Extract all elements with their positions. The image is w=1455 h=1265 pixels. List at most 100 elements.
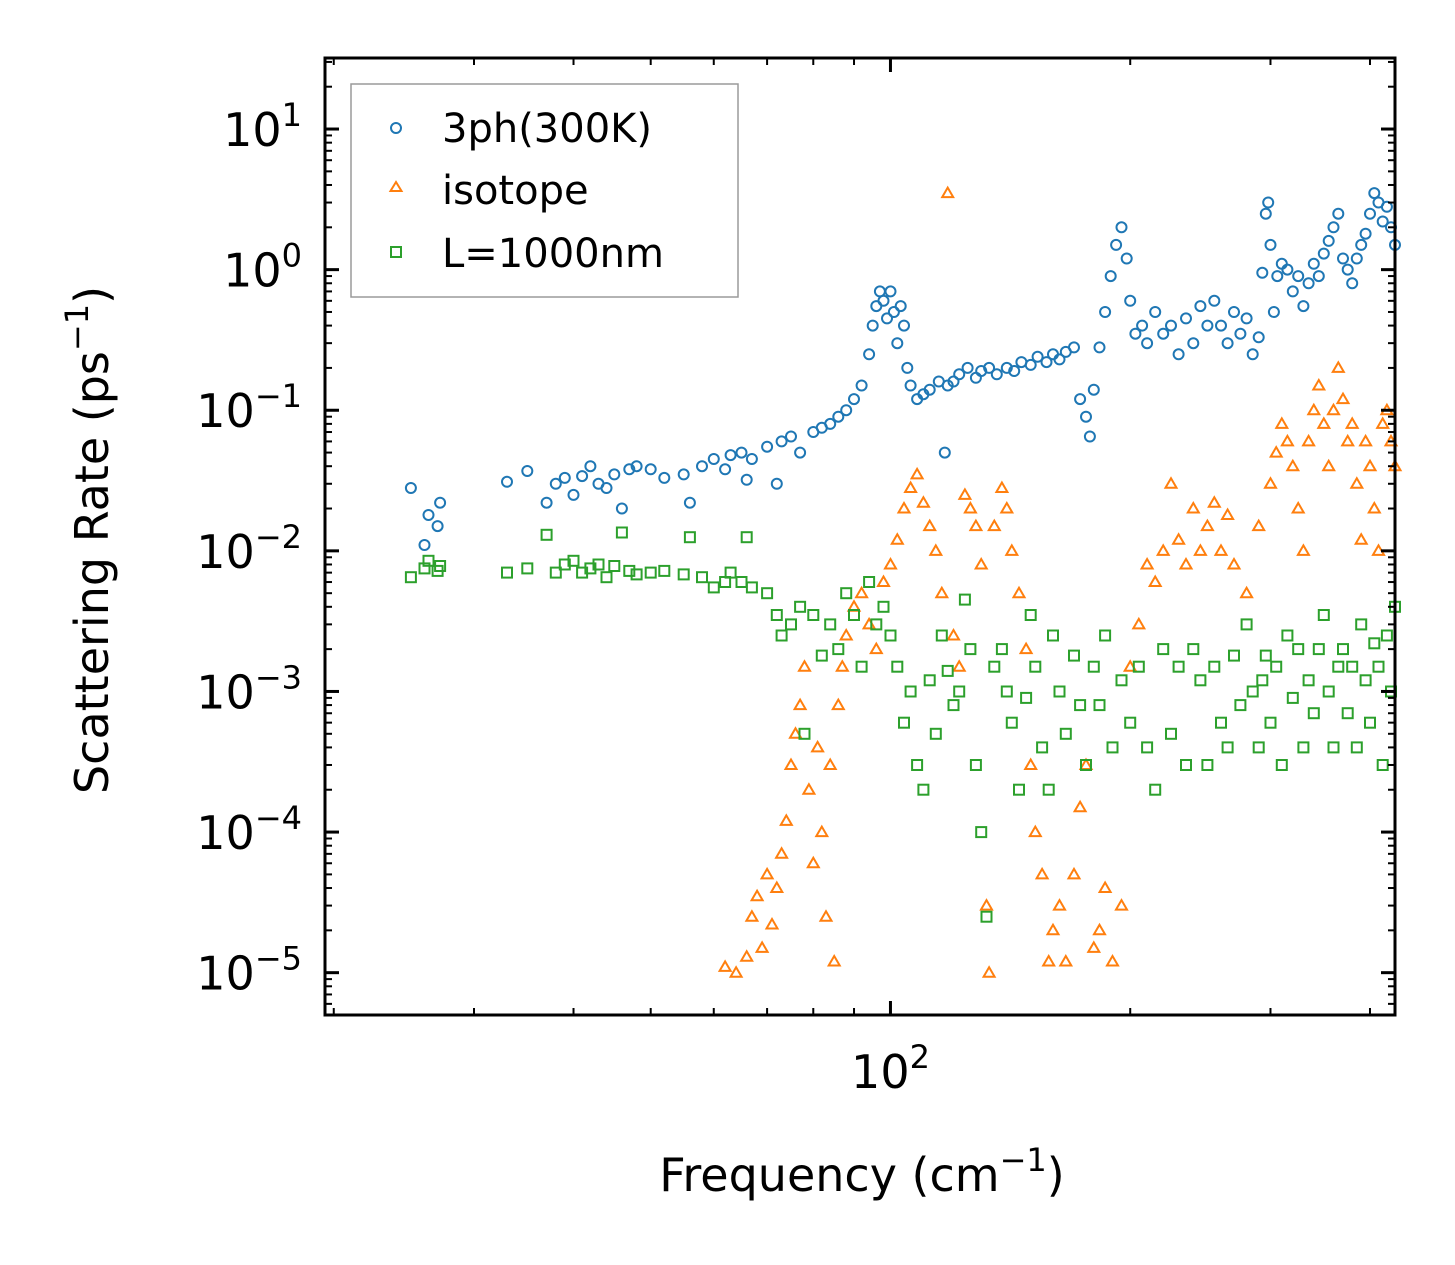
data-point [1327, 741, 1340, 754]
data-point [911, 759, 924, 771]
data-point [1376, 215, 1389, 228]
data-point [1099, 629, 1112, 642]
data-point [745, 581, 758, 594]
tick-labels-layer: 101 100 10−1 10−2 10−3 10−4 10−5 102 [196, 96, 930, 1099]
data-point [1072, 799, 1088, 813]
x-axis-label: Frequency (cm−1) [659, 1141, 1064, 1202]
data-point [1355, 618, 1368, 631]
data-point [592, 558, 605, 571]
data-point [815, 649, 828, 662]
data-point [1074, 393, 1087, 406]
series-layer [404, 185, 1403, 978]
data-point [831, 697, 846, 711]
data-point [1178, 557, 1194, 570]
data-point [1036, 741, 1049, 754]
data-point [1120, 252, 1133, 265]
data-point [696, 460, 708, 473]
data-point [1187, 337, 1200, 350]
data-point [953, 368, 966, 381]
data-point [975, 826, 988, 839]
data-point [1034, 866, 1050, 880]
data-point [434, 560, 447, 572]
data-point [1228, 649, 1240, 662]
data-point [1023, 757, 1038, 770]
data-point [1147, 574, 1163, 587]
data-point [1307, 257, 1320, 270]
data-point [983, 361, 996, 374]
data-point [1302, 277, 1315, 290]
data-point [1285, 458, 1301, 472]
data-point [1201, 759, 1214, 771]
data-point [1275, 759, 1288, 771]
data-point [724, 449, 737, 462]
data-point [1380, 200, 1393, 213]
data-point [608, 468, 621, 481]
data-point [1234, 699, 1247, 712]
data-point [1228, 306, 1240, 318]
data-point [884, 629, 897, 642]
data-point [1136, 319, 1149, 332]
data-point [1267, 306, 1280, 318]
data-point [826, 954, 842, 967]
data-point [957, 487, 973, 500]
data-point [769, 880, 785, 893]
series-0 [404, 187, 1401, 551]
data-point [761, 587, 774, 600]
data-point [1041, 954, 1056, 967]
data-point [1316, 416, 1332, 429]
data-point [928, 543, 944, 556]
data-point [761, 440, 774, 453]
data-point [1172, 660, 1185, 673]
data-point [1337, 252, 1349, 265]
data-point [1213, 543, 1229, 556]
data-point [422, 554, 435, 567]
data-point [947, 375, 960, 388]
legend-label-l1000nm: L=1000nm [442, 231, 664, 277]
data-point [1068, 649, 1080, 662]
data-point [644, 566, 657, 579]
data-point [774, 846, 789, 859]
data-point [1093, 341, 1106, 354]
data-point [683, 531, 696, 544]
data-point [1097, 880, 1113, 893]
data-point [1362, 458, 1378, 472]
data-point [521, 562, 534, 575]
y-tick-label: 101 [223, 96, 302, 157]
data-point [1221, 741, 1234, 754]
data-point [1326, 402, 1341, 416]
data-point [904, 379, 917, 392]
data-point [431, 520, 444, 533]
data-point [1331, 360, 1346, 373]
data-point [824, 417, 837, 430]
data-point [1240, 312, 1253, 325]
data-point [941, 664, 954, 677]
data-point [1317, 609, 1330, 621]
data-point [600, 571, 613, 584]
data-point [1292, 270, 1305, 283]
data-point [1024, 358, 1037, 371]
data-point [1364, 207, 1376, 220]
data-point [1297, 741, 1310, 754]
data-point [1337, 643, 1349, 656]
data-point [630, 460, 643, 473]
data-point [658, 564, 671, 577]
data-point [883, 557, 898, 570]
data-point [422, 509, 435, 521]
data-point [1024, 609, 1037, 621]
data-point [1350, 252, 1363, 265]
data-point [951, 659, 967, 672]
data-point [1322, 685, 1335, 698]
data-point [840, 404, 853, 417]
data-point [785, 618, 797, 631]
data-point [1355, 238, 1368, 251]
data-point [822, 757, 838, 770]
data-point [1058, 954, 1074, 967]
data-point [1292, 643, 1305, 656]
data-point [677, 468, 690, 481]
data-point [1208, 660, 1221, 673]
data-point [929, 727, 942, 740]
data-point [848, 609, 860, 621]
data-point [1322, 234, 1335, 247]
data-point [1252, 331, 1265, 344]
data-point [1092, 922, 1107, 936]
